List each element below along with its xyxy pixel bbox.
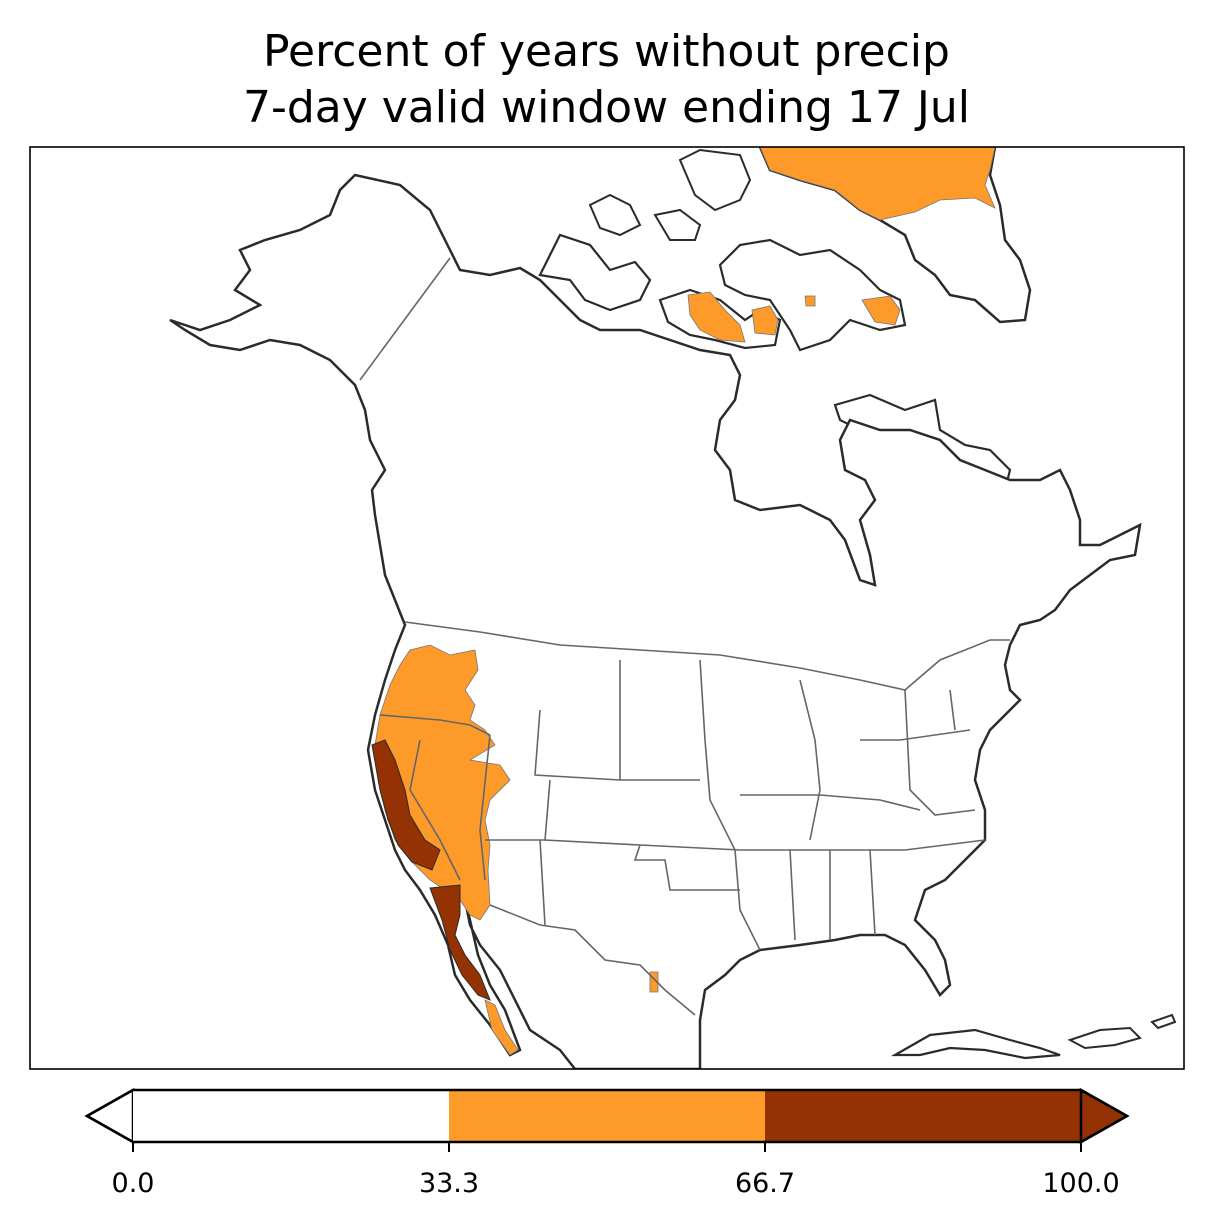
cuba: [890, 1028, 1061, 1060]
arctic-orange-4: [804, 295, 816, 307]
arctic-island-3: [718, 238, 907, 352]
baja-south-orange: [484, 999, 519, 1056]
colorbar-tick-label: 66.7: [734, 1168, 796, 1199]
colorbar: [84, 1087, 1130, 1152]
colorbar-tick-label: 33.3: [418, 1168, 480, 1199]
map-title-line-2: 7-day valid window ending 17 Jul: [242, 82, 971, 133]
baja-brown-area: [429, 884, 491, 1001]
arctic-island-1: [538, 233, 652, 312]
greenland-orange-area: [759, 147, 996, 221]
puerto-rico: [1150, 1013, 1177, 1030]
colorbar-extend-low: [84, 1087, 135, 1145]
colorbar-bin-high: [765, 1090, 1081, 1142]
political-borders: [359, 257, 1010, 1016]
colorbar-tick-label: 100.0: [1042, 1168, 1120, 1199]
arctic-island-5: [653, 208, 702, 241]
colorbar-bin-low: [133, 1090, 449, 1142]
colorbar-tick-label: 0.0: [111, 1168, 155, 1199]
arctic-orange-3: [861, 295, 901, 326]
colorbar-extend-high: [1079, 1087, 1130, 1145]
california-brown-area: [371, 739, 441, 871]
hispaniola: [1067, 1026, 1142, 1050]
arctic-orange-2: [751, 305, 779, 336]
arctic-island-4: [588, 193, 642, 237]
map-frame: [29, 146, 1185, 1070]
map-area: [169, 147, 1177, 1069]
map-title-line-1: Percent of years without precip: [263, 26, 950, 77]
colorbar-bin-mid: [449, 1090, 765, 1142]
arctic-island-6: [678, 148, 752, 212]
arctic-orange-1: [687, 291, 746, 343]
